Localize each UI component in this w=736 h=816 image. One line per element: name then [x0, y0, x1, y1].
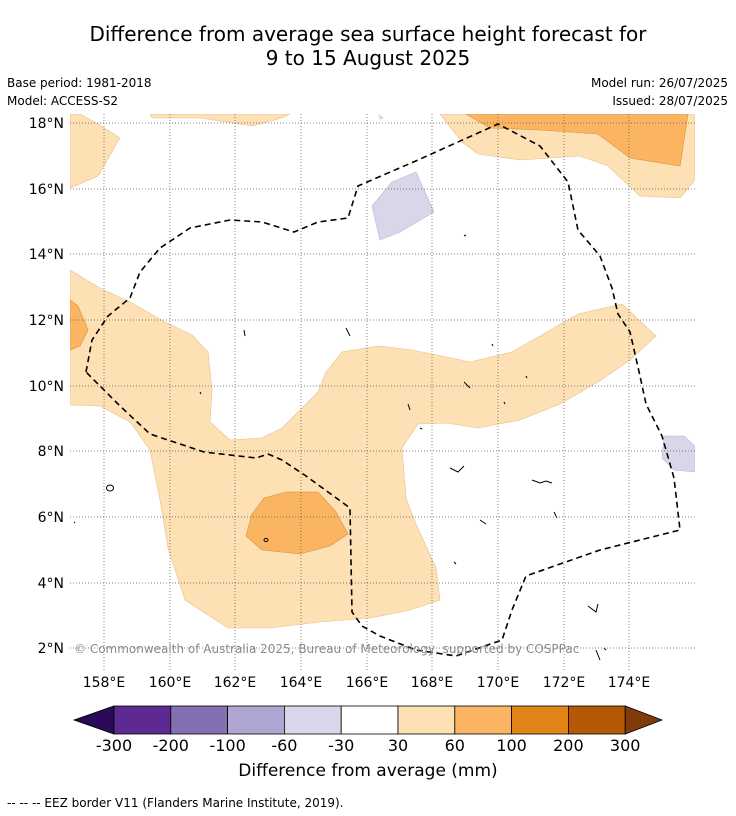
colorbar-segment [283, 705, 342, 735]
lon-label: 174°E [608, 675, 651, 691]
title-line-2: 9 to 15 August 2025 [265, 46, 471, 70]
colorbar-tick-label: -100 [209, 736, 245, 755]
colorbar-tick-label: 200 [553, 736, 584, 755]
lon-label: 158°E [83, 675, 126, 691]
model-run: Model run: 26/07/2025 [590, 76, 728, 90]
lat-label: 2°N [38, 641, 64, 657]
colorbar-segment [397, 705, 456, 735]
lon-label: 164°E [280, 675, 323, 691]
map-plot-area: © Commonwealth of Australia 2025, Bureau… [70, 114, 695, 670]
lon-label: 170°E [477, 675, 520, 691]
colorbar [72, 705, 664, 735]
colorbar-labels: -300 -200 -100 -60 -30 30 60 100 200 300 [96, 736, 641, 755]
base-period: Base period: 1981-2018 [7, 76, 152, 90]
title-line-1: Difference from average sea surface heig… [89, 22, 647, 46]
lon-label: 166°E [346, 675, 389, 691]
colorbar-extension-low [72, 705, 115, 735]
anomaly-30-60-northwest [70, 114, 121, 189]
lat-label: 6°N [38, 510, 64, 526]
colorbar-tick-label: 60 [445, 736, 465, 755]
colorbar-segment [511, 705, 569, 735]
map-title: Difference from average sea surface heig… [0, 22, 736, 70]
anomaly-60-100-central [245, 491, 349, 555]
model-name: Model: ACCESS-S2 [7, 94, 119, 108]
longitude-labels: 158°E 160°E 162°E 164°E 166°E 168°E 170°… [83, 675, 651, 691]
colorbar-extension-high [624, 705, 664, 735]
colorbar-title: Difference from average (mm) [238, 761, 498, 781]
colorbar-segment [113, 705, 172, 735]
lon-label: 160°E [149, 675, 192, 691]
lon-label: 162°E [214, 675, 257, 691]
anomaly-60-100-northeast [465, 114, 689, 167]
colorbar-tick-label: -200 [153, 736, 189, 755]
lat-label: 12°N [29, 313, 64, 329]
anomaly-30-60-main [70, 269, 657, 629]
lat-label: 4°N [38, 576, 64, 592]
lat-label: 16°N [29, 182, 64, 198]
anomaly-negative-small [378, 114, 384, 120]
colorbar-segment [568, 705, 626, 735]
lat-label: 18°N [29, 116, 64, 132]
lat-label: 8°N [38, 444, 64, 460]
colorbar-tick-label: -60 [271, 736, 297, 755]
lat-label: 10°N [29, 379, 64, 395]
lon-label: 168°E [411, 675, 454, 691]
meta-right: Model run: 26/07/2025 Issued: 28/07/2025 [591, 74, 728, 110]
anomaly-30-60-north [149, 114, 291, 127]
copyright-notice: © Commonwealth of Australia 2025, Bureau… [74, 642, 579, 656]
lat-label: 14°N [29, 247, 64, 263]
colorbar-segment [227, 705, 285, 735]
colorbar-tick-label: 100 [496, 736, 527, 755]
colorbar-tick-label: -30 [328, 736, 354, 755]
lon-label: 172°E [543, 675, 586, 691]
colorbar-segment [170, 705, 229, 735]
colorbar-tick-label: -300 [96, 736, 132, 755]
meta-left: Base period: 1981-2018 Model: ACCESS-S2 [7, 74, 152, 110]
issued-date: Issued: 28/07/2025 [612, 94, 728, 108]
colorbar-segment [340, 705, 399, 735]
anomaly-60-100-west [70, 299, 89, 351]
gridlines [70, 114, 695, 670]
eez-footnote: -- -- -- EEZ border V11 (Flanders Marine… [7, 796, 344, 810]
colorbar-segment [454, 705, 512, 735]
colorbar-tick-label: 300 [610, 736, 641, 755]
latitude-labels: 18°N 16°N 14°N 12°N 10°N 8°N 6°N 4°N 2°N [29, 116, 64, 657]
colorbar-tick-label: 30 [388, 736, 408, 755]
eez-border [85, 123, 681, 657]
